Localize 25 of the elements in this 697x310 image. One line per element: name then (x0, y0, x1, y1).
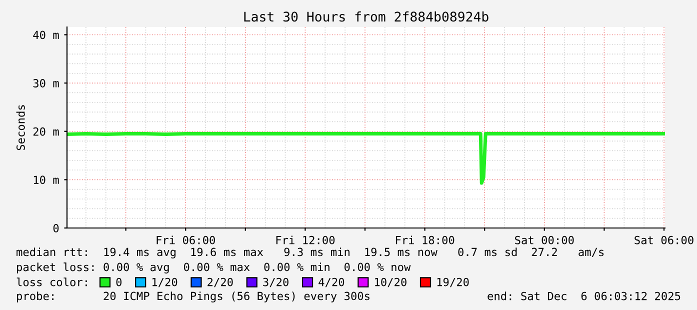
y-tick-label: 10 m (34, 176, 59, 184)
legend-label: 0 (116, 278, 122, 286)
legend-label: 19/20 (437, 278, 469, 288)
legend-label: 10/20 (375, 278, 406, 288)
y-tick-label: 0 (53, 224, 59, 232)
text: packet loss: 0.00 % avg 0.00 % max 0.00 % min 0.00 % now (17, 262, 411, 274)
legend-label: 3/20 (263, 278, 288, 288)
x-tick-label: Fri 12:00 (276, 236, 335, 244)
legend-label: 2/20 (208, 278, 233, 288)
chart-title: Last 30 Hours from 2f884b08924b (244, 11, 488, 22)
text: end: Sat Dec 6 06:03:12 2025 (488, 292, 680, 300)
legend-title: loss color: (16, 278, 87, 286)
legend-label: 1/20 (152, 278, 178, 288)
x-tick-label: Sat 00:00 (515, 236, 574, 244)
x-tick-label: Fri 06:00 (156, 236, 215, 244)
y-tick-label: 40 m (33, 30, 59, 40)
text: median rtt: 19.4 ms avg 19.6 ms max 9.3 ms min 19.5 ms now 0.7 ms sd 27.2 am/s (16, 248, 604, 258)
x-tick-label: Fri 18:00 (396, 236, 454, 244)
legend-label: 4/20 (318, 278, 344, 288)
y-tick-label: 20 m (33, 127, 59, 136)
y-tick-label: 30 m (33, 79, 59, 88)
text: probe: 20 ICMP Echo Pings (56 Bytes) every 300s (17, 292, 370, 302)
x-tick-label: Sat 06:00 (634, 236, 694, 244)
y-axis-title: Seconds (16, 105, 25, 150)
line-series (67, 132, 665, 185)
